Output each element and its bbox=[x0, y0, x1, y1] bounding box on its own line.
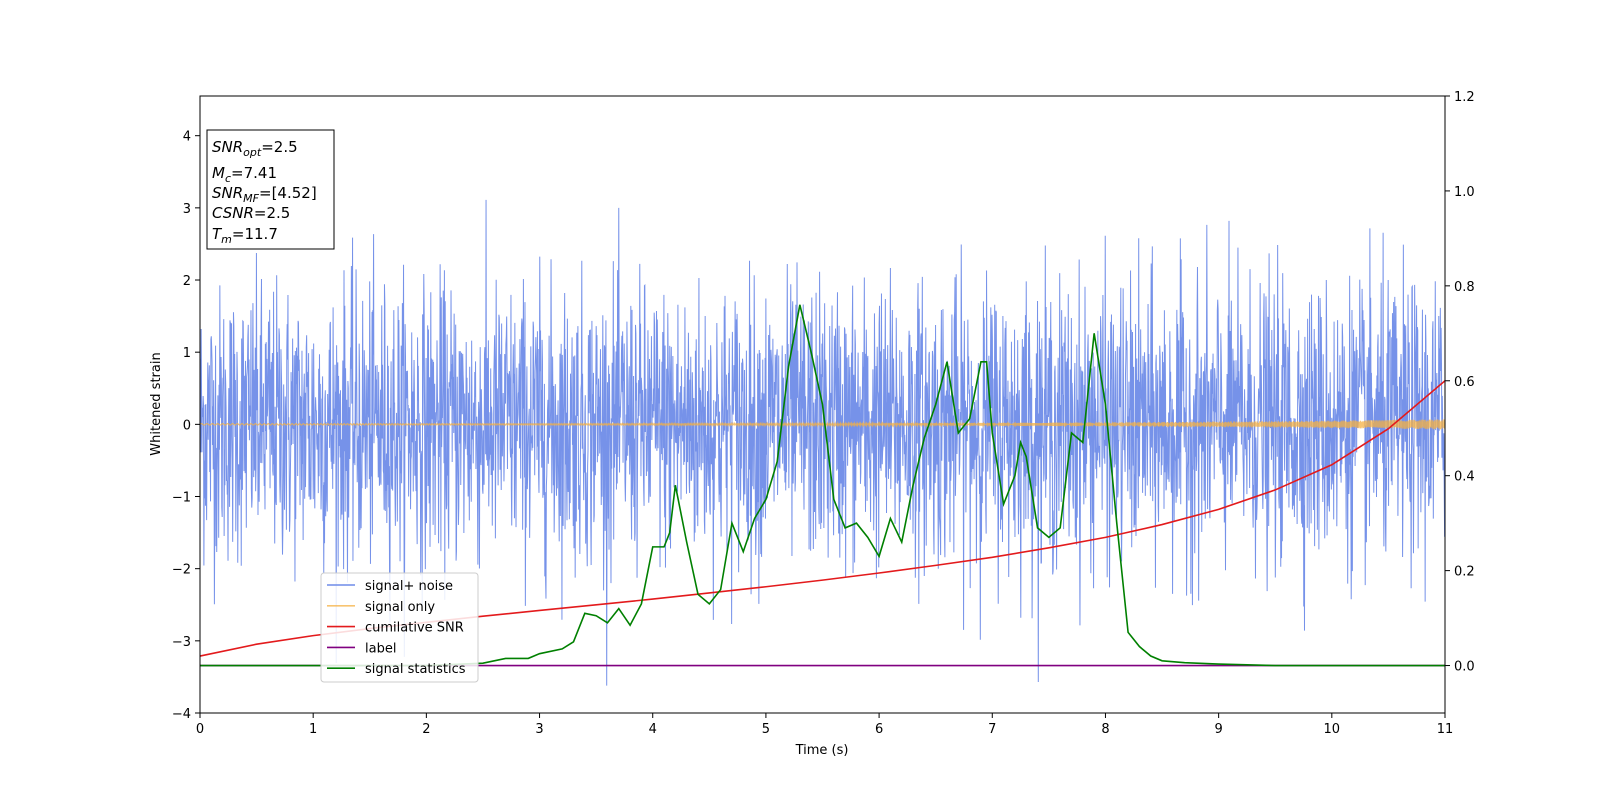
x-tick-label: 10 bbox=[1324, 722, 1341, 737]
plot-frame bbox=[199, 95, 1446, 714]
legend-entry-label: label bbox=[365, 641, 396, 656]
y-axis-label: Whitened strain bbox=[149, 352, 164, 455]
x-tick-label: 3 bbox=[535, 722, 543, 737]
legend-frame bbox=[320, 572, 479, 683]
y-tick-label: 1 bbox=[183, 346, 191, 361]
y2-tick-label: 1.0 bbox=[1454, 185, 1475, 200]
y2-tick-label: 0.8 bbox=[1454, 280, 1475, 295]
x-tick-label: 4 bbox=[649, 722, 657, 737]
y2-tick-label: 0.4 bbox=[1454, 470, 1475, 485]
y-tick-label: 4 bbox=[183, 130, 191, 145]
y-tick-label: 2 bbox=[183, 274, 191, 289]
y2-tick-label: 0.6 bbox=[1454, 375, 1475, 390]
legend: signal+ noise signal only cumilative SNR la… bbox=[320, 572, 479, 683]
legend-entry-signal-only: signal only bbox=[365, 600, 435, 615]
series-line-signal-plus-noise bbox=[199, 199, 1446, 686]
info-line: Tm=11.7 bbox=[212, 225, 278, 246]
y-tick-label: −2 bbox=[172, 563, 191, 578]
x-tick-label: 9 bbox=[1214, 722, 1222, 737]
x-tick-label: 5 bbox=[762, 722, 770, 737]
info-line: SNRMF=[4.52] bbox=[212, 184, 317, 205]
y2-tick-label: 0.2 bbox=[1454, 565, 1475, 580]
legend-entry-signal-statistics: signal statistics bbox=[365, 662, 466, 677]
x-tick-label: 0 bbox=[196, 722, 204, 737]
info-line: Mc=7.41 bbox=[212, 164, 277, 185]
y2-tick-label: 0.0 bbox=[1454, 660, 1475, 675]
info-line: SNRopt=2.5 bbox=[212, 138, 298, 159]
x-tick-label: 8 bbox=[1101, 722, 1109, 737]
x-axis-label: Time (s) bbox=[795, 743, 849, 758]
legend-entry-signal-plus-noise: signal+ noise bbox=[365, 579, 453, 594]
y2-tick-label: 1.2 bbox=[1454, 90, 1475, 105]
x-tick-label: 1 bbox=[309, 722, 317, 737]
y-tick-label: 0 bbox=[183, 418, 191, 433]
info-box-frame bbox=[206, 129, 335, 250]
x-tick-label: 2 bbox=[422, 722, 430, 737]
y-tick-label: −3 bbox=[172, 635, 191, 650]
series-signal-plus-noise bbox=[199, 199, 1446, 686]
x-tick-label: 7 bbox=[988, 722, 996, 737]
info-line: CSNR=2.5 bbox=[212, 204, 290, 222]
series-line-signal-statistics bbox=[200, 304, 1445, 667]
y-tick-label: −4 bbox=[172, 707, 191, 722]
series-signal-only bbox=[199, 418, 1446, 430]
legend-entry-cumilative-snr: cumilative SNR bbox=[365, 621, 464, 636]
series-line-signal-only bbox=[199, 418, 1446, 430]
x-tick-label: 6 bbox=[875, 722, 883, 737]
x-tick-label: 11 bbox=[1437, 722, 1454, 737]
y-tick-label: −1 bbox=[172, 491, 191, 506]
y-tick-label: 3 bbox=[183, 202, 191, 217]
